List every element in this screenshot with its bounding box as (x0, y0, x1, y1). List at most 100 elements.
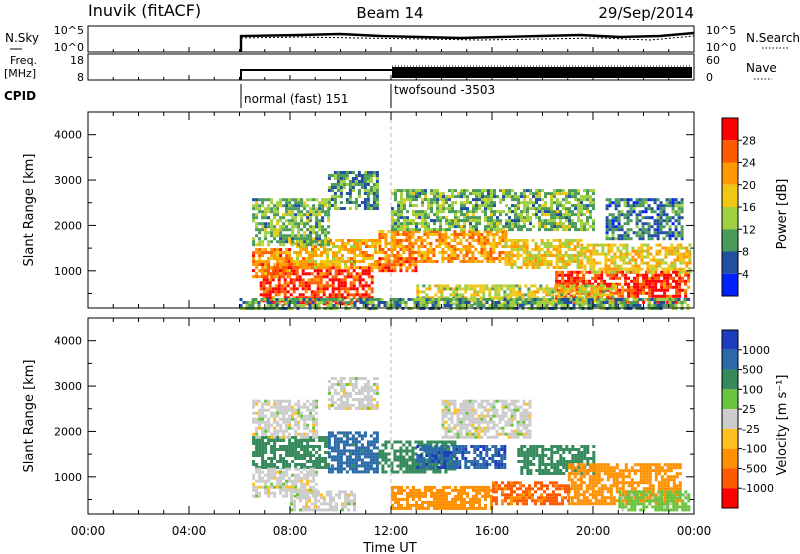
power-cell (555, 260, 559, 263)
velocity-cell (353, 499, 356, 503)
power-cell (453, 236, 457, 239)
power-cell (453, 233, 457, 236)
power-cell (604, 270, 608, 274)
power-cell (436, 207, 439, 211)
velocity-cell (323, 502, 326, 506)
power-cell (480, 245, 484, 248)
power-cell (295, 278, 299, 282)
power-cell (574, 204, 577, 208)
velocity-cell (312, 466, 316, 469)
power-cell (408, 236, 412, 239)
velocity-cell (279, 473, 283, 477)
velocity-cell (357, 440, 361, 444)
power-cell (398, 301, 402, 304)
velocity-cell (261, 479, 265, 483)
power-cell (307, 281, 311, 285)
velocity-cell (252, 460, 256, 463)
velocity-cell (294, 494, 298, 498)
power-cell (660, 279, 664, 283)
power-cell (521, 296, 525, 300)
power-cell (561, 254, 565, 257)
power-cell (300, 243, 304, 247)
power-cell (642, 288, 646, 292)
power-cell (498, 260, 502, 263)
power-cell (550, 219, 553, 223)
power-cell (661, 258, 665, 262)
velocity-cell (384, 446, 388, 450)
power-cell (456, 248, 460, 251)
velocity-cell (327, 467, 331, 471)
power-cell (267, 216, 271, 220)
power-cell (486, 254, 490, 257)
power-cell (498, 236, 502, 239)
power-cell (368, 263, 371, 266)
velocity-cell (308, 508, 311, 512)
power-cell (480, 233, 484, 236)
power-cell (351, 186, 355, 189)
power-cell (366, 189, 370, 192)
velocity-cell (273, 448, 277, 451)
velocity-cell (270, 470, 274, 474)
power-cell (265, 287, 269, 291)
power-cell (384, 242, 388, 245)
power-cell (277, 278, 281, 282)
power-cell (288, 263, 292, 267)
power-cell (305, 301, 309, 304)
power-cell (483, 236, 487, 239)
power-cell (614, 204, 618, 208)
power-cell (629, 213, 633, 217)
power-cell (497, 298, 501, 301)
power-cell (621, 288, 625, 292)
power-cell (627, 270, 631, 274)
power-cell (468, 245, 472, 248)
power-cell (309, 243, 313, 247)
velocity-cell (317, 490, 320, 494)
power-cell (608, 198, 612, 202)
power-cell (608, 201, 612, 205)
velocity-cell (417, 440, 421, 444)
power-cell (454, 210, 457, 214)
velocity-cell (321, 439, 325, 442)
power-cell (383, 304, 387, 307)
power-cell (301, 293, 305, 297)
power-cell (311, 257, 314, 260)
velocity-cell (363, 446, 367, 450)
power-cell (493, 225, 496, 229)
power-cell (688, 255, 692, 259)
power-cell (488, 287, 492, 291)
power-cell (497, 304, 501, 307)
velocity-cell (317, 508, 320, 512)
power-cell (415, 210, 418, 214)
power-cell (378, 269, 382, 273)
power-cell (251, 298, 255, 301)
power-cell (384, 251, 388, 254)
power-cell (437, 296, 441, 300)
power-cell (358, 272, 362, 276)
power-cell (524, 293, 528, 297)
power-cell (261, 228, 265, 232)
power-cell (632, 231, 636, 235)
power-cell (303, 237, 307, 241)
velocity-cell (300, 488, 304, 492)
power-cell (662, 301, 666, 304)
power-cell (341, 257, 344, 260)
velocity-cell (306, 476, 310, 480)
power-cell (548, 293, 552, 297)
power-cell (558, 239, 562, 242)
power-cell (363, 207, 367, 210)
power-cell (452, 296, 456, 300)
power-cell (293, 260, 296, 263)
velocity-cell (264, 479, 268, 483)
power-cell (636, 276, 640, 280)
power-cell (394, 210, 397, 214)
velocity-cell (285, 451, 289, 454)
power-cell (553, 192, 556, 196)
power-cell (589, 213, 592, 217)
power-cell (375, 186, 379, 189)
power-cell (668, 225, 672, 229)
power-cell (443, 287, 447, 291)
power-cell (365, 266, 368, 269)
power-cell (634, 249, 638, 253)
power-cell (436, 204, 439, 208)
power-cell (679, 255, 683, 259)
